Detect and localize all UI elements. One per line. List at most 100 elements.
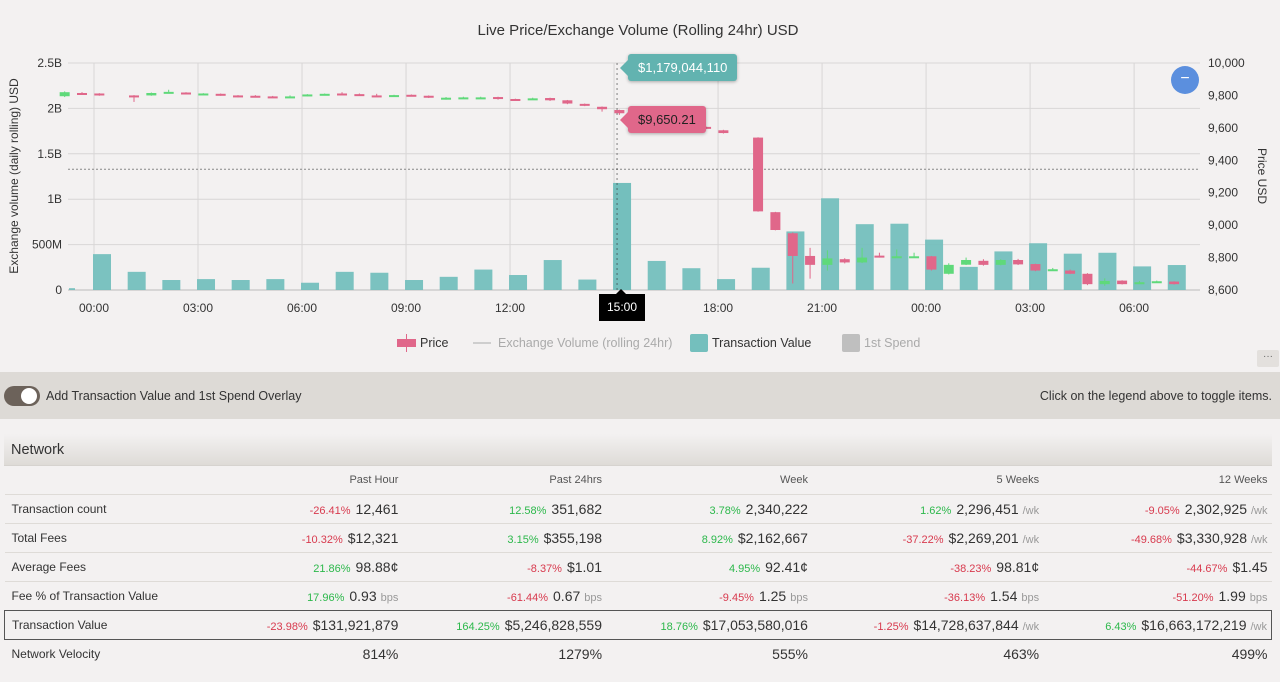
reset-zoom-button[interactable]: − — [1171, 66, 1199, 94]
change-percent: 4.95% — [728, 562, 761, 575]
metric-cell: 814% — [214, 638, 399, 668]
candle-body — [233, 95, 244, 98]
transaction-value-bar — [1133, 266, 1152, 290]
metric-cell: 4.95% 92.41¢ — [602, 551, 808, 581]
metric-unit: bps — [380, 591, 399, 604]
metric-value: $17,053,580,016 — [702, 616, 808, 633]
metric-cell: 164.25% $5,246,828,559 — [398, 609, 603, 640]
metric-value: 98.88¢ — [355, 558, 399, 575]
transaction-value-bar — [197, 279, 216, 290]
price-candle — [475, 96, 486, 100]
metric-cell: 1.62% 2,296,451/wk — [807, 493, 1040, 523]
change-percent: 1.62% — [920, 504, 952, 517]
overlay-toggle-label: Add Transaction Value and 1st Spend Over… — [46, 388, 302, 403]
candle-body — [475, 97, 486, 100]
legend-item-exchange-volume-rolling-24hr[interactable]: Exchange Volume (rolling 24hr) — [473, 336, 672, 350]
metric-value: 12,461 — [355, 500, 399, 517]
price-candle — [441, 97, 452, 100]
metric-value: 0.93 — [349, 587, 377, 604]
price-candle — [215, 93, 226, 96]
column-header: Past 24hrs — [549, 473, 603, 486]
transaction-value-bar — [335, 271, 354, 290]
metric-value: $14,728,637,844 — [913, 616, 1019, 633]
legend-item-price[interactable]: Price — [397, 334, 449, 352]
ellipsis-icon: ··· — [1263, 351, 1273, 362]
metric-unit: /wk — [1022, 533, 1040, 546]
chart-canvas[interactable]: Live Price/Exchange Volume (Rolling 24hr… — [0, 0, 1280, 372]
price-candle — [978, 259, 989, 266]
overlay-toggle[interactable] — [4, 385, 40, 406]
metric-value: 92.41¢ — [765, 558, 808, 575]
metric-cell: 1279% — [398, 638, 603, 668]
candle-body — [319, 93, 330, 96]
price-candle — [250, 95, 261, 98]
change-percent: -10.32% — [301, 533, 343, 546]
change-percent: 6.43% — [1105, 620, 1137, 633]
price-candle — [59, 91, 70, 98]
right-tick-label: 10,000 — [1208, 56, 1245, 70]
price-tooltip: $9,650.21 — [620, 106, 706, 133]
metric-cell: 18.76% $17,053,580,016 — [602, 609, 808, 640]
right-tick-label: 9,200 — [1208, 186, 1238, 200]
price-candle — [77, 92, 87, 95]
price-candle — [527, 97, 538, 101]
candle-body — [59, 92, 70, 97]
metric-cell: -1.25% $14,728,637,844/wk — [807, 609, 1040, 640]
legend-label: Exchange Volume (rolling 24hr) — [498, 336, 672, 350]
metric-cell: 463% — [807, 638, 1040, 668]
price-candle — [718, 129, 729, 134]
price-candle — [493, 96, 504, 100]
candle-body — [389, 95, 400, 98]
right-tick-label: 8,600 — [1208, 283, 1238, 297]
metric-value: 2,296,451 — [956, 500, 1019, 517]
metric-cell: 21.86% 98.88¢ — [214, 551, 399, 581]
candle-body — [562, 100, 573, 104]
candle-body — [163, 91, 174, 94]
metric-value: 463% — [1003, 645, 1040, 662]
candle-body — [961, 260, 972, 265]
x-tick-label: 00:00 — [79, 301, 109, 315]
left-tick-label: 0 — [55, 283, 62, 297]
metric-value: 555% — [772, 645, 808, 662]
metric-cell: 3.15% $355,198 — [398, 522, 603, 552]
price-candle — [839, 258, 850, 264]
table-row: Transaction count -26.41% 12,461 12.58% 351,… — [4, 493, 1272, 523]
x-tick-label: 18:00 — [703, 301, 733, 315]
price-candle — [857, 247, 868, 264]
price-candle — [562, 99, 573, 105]
candle-body — [510, 98, 521, 101]
row-label: Transaction Value — [4, 609, 215, 640]
more-options-button[interactable]: ··· — [1257, 350, 1279, 367]
legend-item-transaction-value[interactable]: Transaction Value — [690, 334, 811, 352]
candle-body — [302, 94, 313, 97]
transaction-value-bar — [162, 280, 181, 290]
price-candle — [1030, 263, 1041, 272]
minus-icon: − — [1180, 70, 1190, 87]
x-tick-label: 09:00 — [391, 301, 421, 315]
candle-body — [285, 96, 296, 99]
metric-cell: 17.96% 0.93 bps — [214, 580, 399, 610]
candle-body — [926, 256, 937, 270]
metric-value: 1.99 — [1218, 587, 1246, 604]
metric-cell: 12.58% 351,682 — [398, 493, 603, 523]
transaction-value-bar — [751, 267, 770, 290]
metric-unit: /wk — [1251, 504, 1268, 517]
transaction-value-bar — [578, 279, 597, 290]
metric-value: $1.01 — [566, 558, 603, 575]
toggle-knob — [21, 387, 37, 404]
change-percent: 17.96% — [307, 591, 345, 604]
price-volume-chart[interactable]: Live Price/Exchange Volume (Rolling 24hr… — [0, 0, 1280, 372]
transaction-value-bar — [127, 271, 146, 290]
table-header-row: Past Hour Past 24hrs Week 5 Weeks 12 Weeks — [5, 466, 1272, 494]
legend-item-1st-spend[interactable]: 1st Spend — [842, 334, 920, 352]
candle-body — [441, 97, 452, 100]
metric-cell: -9.05% 2,302,925/wk — [1039, 493, 1272, 523]
right-tick-label: 9,400 — [1208, 153, 1238, 167]
left-tick-label: 2B — [47, 101, 62, 115]
transaction-value-bar — [543, 260, 562, 290]
metric-value: 499% — [1231, 645, 1268, 662]
candle-body — [545, 98, 556, 101]
change-percent: 3.15% — [507, 533, 539, 546]
network-title: Network — [4, 434, 1272, 466]
candle-body — [1169, 281, 1180, 285]
